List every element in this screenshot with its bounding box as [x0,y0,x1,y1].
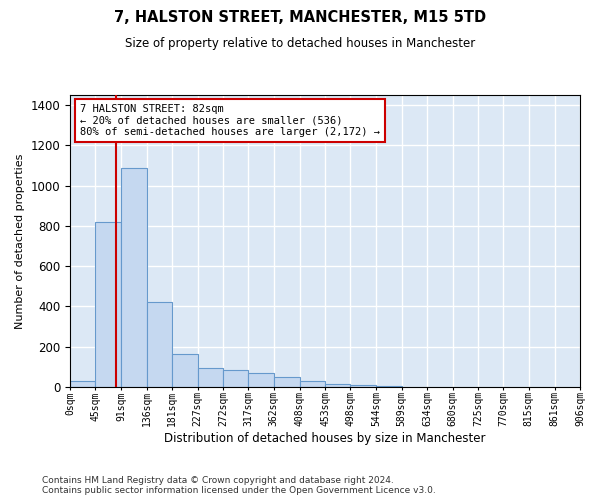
Text: 7 HALSTON STREET: 82sqm
← 20% of detached houses are smaller (536)
80% of semi-d: 7 HALSTON STREET: 82sqm ← 20% of detache… [80,104,380,137]
X-axis label: Distribution of detached houses by size in Manchester: Distribution of detached houses by size … [164,432,486,445]
Bar [121,168,146,387]
Bar [95,222,121,387]
Bar [274,377,299,387]
Text: Size of property relative to detached houses in Manchester: Size of property relative to detached ho… [125,38,475,51]
Bar [70,382,95,387]
Y-axis label: Number of detached properties: Number of detached properties [15,154,25,328]
Bar [248,374,274,387]
Bar [146,302,172,387]
Bar [350,386,376,387]
Bar [325,384,350,387]
Bar [376,386,401,387]
Text: Contains HM Land Registry data © Crown copyright and database right 2024.
Contai: Contains HM Land Registry data © Crown c… [42,476,436,495]
Text: 7, HALSTON STREET, MANCHESTER, M15 5TD: 7, HALSTON STREET, MANCHESTER, M15 5TD [114,10,486,25]
Bar [198,368,223,387]
Bar [223,370,248,387]
Bar [299,382,325,387]
Bar [172,354,198,387]
